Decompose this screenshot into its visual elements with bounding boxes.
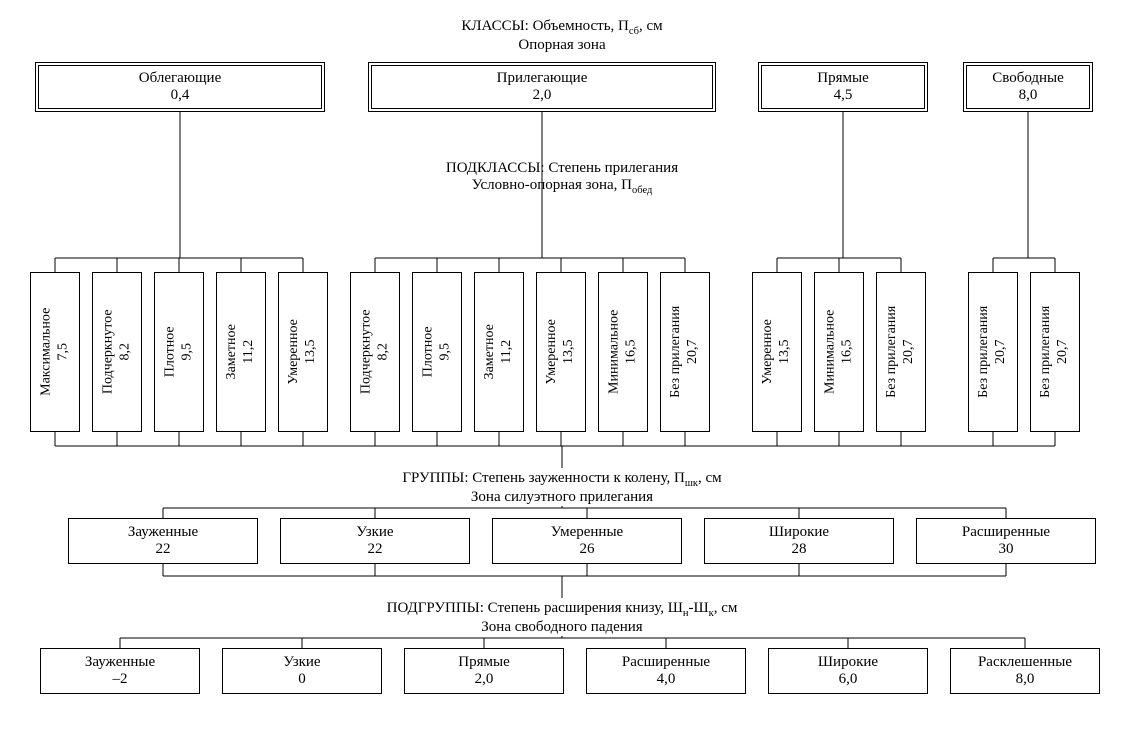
- subclass-box: Плотное9,5: [412, 272, 462, 432]
- subclass-box: Без прилегания20,7: [968, 272, 1018, 432]
- subgroup-box: Узкие0: [222, 648, 382, 694]
- subclass-box: Без прилегания20,7: [660, 272, 710, 432]
- subclass-box: Подчеркнутое8,2: [350, 272, 400, 432]
- subclass-box: Заметное11,2: [474, 272, 524, 432]
- class-box: Облегающие0,4: [35, 62, 325, 112]
- group-box: Узкие22: [280, 518, 470, 564]
- group-box: Широкие28: [704, 518, 894, 564]
- subclass-box: Умеренное13,5: [536, 272, 586, 432]
- subgroup-box: Широкие6,0: [768, 648, 928, 694]
- subgroup-box: Расклешенные8,0: [950, 648, 1100, 694]
- group-box: Умеренные26: [492, 518, 682, 564]
- class-box: Прилегающие2,0: [368, 62, 716, 112]
- subclass-box: Минимальное16,5: [598, 272, 648, 432]
- subclass-box: Подчеркнутое8,2: [92, 272, 142, 432]
- group-box: Расширенные30: [916, 518, 1096, 564]
- subclass-box: Умеренное13,5: [752, 272, 802, 432]
- subclass-box: Заметное11,2: [216, 272, 266, 432]
- subgroup-box: Зауженные–2: [40, 648, 200, 694]
- class-box: Прямые4,5: [758, 62, 928, 112]
- subclass-box: Максимальное7,5: [30, 272, 80, 432]
- subclass-box: Умеренное13,5: [278, 272, 328, 432]
- level2-title: ПОДКЛАССЫ: Степень прилегания Условно-оп…: [0, 160, 1124, 196]
- subclass-box: Без прилегания20,7: [876, 272, 926, 432]
- subclass-box: Без прилегания20,7: [1030, 272, 1080, 432]
- subclass-box: Плотное9,5: [154, 272, 204, 432]
- subgroup-box: Прямые2,0: [404, 648, 564, 694]
- subgroup-box: Расширенные4,0: [586, 648, 746, 694]
- level1-title: КЛАССЫ: Объемность, Псб, см Опорная зона: [0, 18, 1124, 54]
- level3-title: ГРУППЫ: Степень зауженности к колену, Пш…: [0, 470, 1124, 506]
- subclass-box: Минимальное16,5: [814, 272, 864, 432]
- class-box: Свободные8,0: [963, 62, 1093, 112]
- level4-title: ПОДГРУППЫ: Степень расширения книзу, Шн-…: [0, 600, 1124, 636]
- group-box: Зауженные22: [68, 518, 258, 564]
